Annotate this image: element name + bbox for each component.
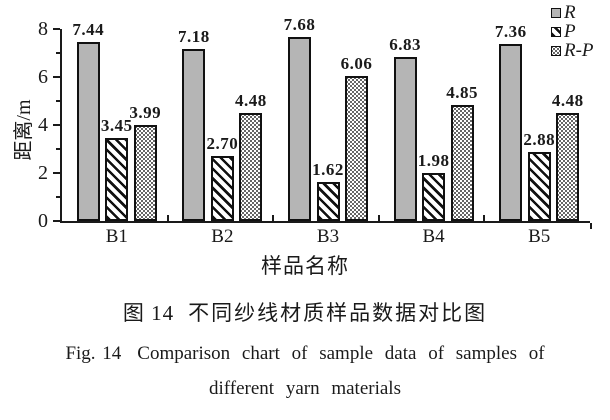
y-axis-tick-label: 6 [38, 66, 48, 88]
legend-swatch-R [551, 7, 561, 18]
figure-caption: 图 14 不同纱线材质样品数据对比图 Fig. 14 Comparison char… [0, 300, 610, 401]
bar-value-label: 7.18 [178, 26, 210, 46]
bar-value-label: 1.62 [312, 160, 344, 180]
bar-P-B2 [210, 156, 234, 221]
caption-english-line1: Fig. 14 Comparison chart of sample data o… [0, 342, 610, 366]
legend-item-R: R [551, 3, 594, 22]
bar-R-B3 [288, 36, 311, 221]
x-axis-category-label: B5 [528, 226, 551, 247]
caption-english-line2: different yarn materials [209, 378, 401, 399]
y-axis-tick-label: 0 [38, 210, 48, 232]
bar-value-label: 7.44 [72, 20, 105, 40]
y-axis-major-tick [53, 28, 60, 30]
bar-value-label: 3.99 [129, 103, 162, 123]
legend-label: R-P [564, 40, 594, 61]
caption-chinese: 图 14 不同纱线材质样品数据对比图 [0, 300, 610, 326]
bar-value-label: 2.70 [206, 134, 239, 154]
bar-R-P-B1 [133, 125, 157, 221]
x-axis-category-label: B3 [316, 226, 340, 247]
legend-item-R-P: R-P [551, 41, 594, 60]
plot-area: 0 2 4 6 8 B1 7.44 3.45 3.99 B2 7.18 2.70 4.48 B3 7.68 1… [38, 15, 592, 247]
x-axis-category-label: B4 [422, 226, 445, 247]
bar-value-label: 4.85 [446, 82, 478, 102]
caption-zh-number: 图 14 [122, 301, 175, 325]
y-axis-minor-tick [56, 52, 60, 54]
x-axis-boundary-tick [166, 215, 169, 221]
caption-zh-text: 不同纱线材质样品数据对比图 [188, 301, 488, 325]
bar-value-label: 4.48 [235, 91, 267, 111]
bar-value-label: 3.45 [100, 116, 133, 136]
bar-R-B5 [499, 44, 523, 221]
legend-label: R [564, 2, 576, 23]
bar-R-B2 [182, 48, 206, 221]
bar-R-P-B2 [239, 113, 263, 221]
bar-chart: 距离/m 0 2 4 6 8 B1 7.44 3.45 3.99 B2 7.18 2.70 4.48 B3… [13, 3, 594, 278]
bar-P-B1 [105, 138, 129, 221]
bar-R-B1 [76, 42, 100, 221]
y-axis-major-tick [53, 76, 60, 78]
x-axis-boundary-tick [483, 215, 486, 221]
bar-value-label: 7.36 [494, 22, 527, 42]
bar-value-label: 7.68 [283, 14, 316, 34]
y-axis-tick-label: 8 [38, 18, 48, 40]
legend: R P R-P [551, 3, 594, 60]
legend-swatch-P [551, 26, 561, 37]
bar-R-P-B3 [345, 75, 368, 221]
caption-en-text: Comparison chart of sample data of sampl… [137, 343, 545, 364]
y-axis-minor-tick [56, 196, 60, 198]
bar-value-label: 6.83 [389, 35, 421, 55]
y-axis-major-tick [53, 172, 60, 174]
y-axis-major-tick [53, 220, 60, 222]
bar-value-label: 1.98 [417, 151, 450, 171]
x-axis-end-tick [590, 223, 592, 229]
bar-P-B4 [422, 173, 446, 221]
x-axis-boundary-tick [377, 215, 380, 221]
x-axis-category-label: B1 [105, 226, 128, 247]
y-axis-major-tick [53, 124, 60, 126]
bar-value-label: 4.48 [551, 91, 584, 111]
bar-R-P-B4 [450, 104, 474, 221]
caption-en-number: Fig. 14 [65, 343, 122, 364]
y-axis-minor-tick [56, 148, 60, 150]
bar-R-P-B5 [556, 113, 580, 221]
x-axis-title: 样品名称 [261, 254, 349, 278]
legend-swatch-R-P [551, 45, 561, 56]
x-axis-boundary-tick [272, 215, 275, 221]
bar-P-B5 [527, 151, 551, 221]
bar-R-B4 [393, 57, 417, 221]
y-axis-tick-label: 4 [38, 114, 48, 136]
bar-value-label: 2.88 [523, 129, 556, 149]
legend-label: P [564, 21, 576, 42]
legend-item-P: P [551, 22, 594, 41]
y-axis-minor-tick [56, 100, 60, 102]
x-axis-category-label: B2 [211, 226, 234, 247]
y-axis-tick-label: 2 [38, 162, 48, 184]
bar-P-B3 [316, 182, 340, 221]
bar-value-label: 6.06 [340, 53, 373, 73]
